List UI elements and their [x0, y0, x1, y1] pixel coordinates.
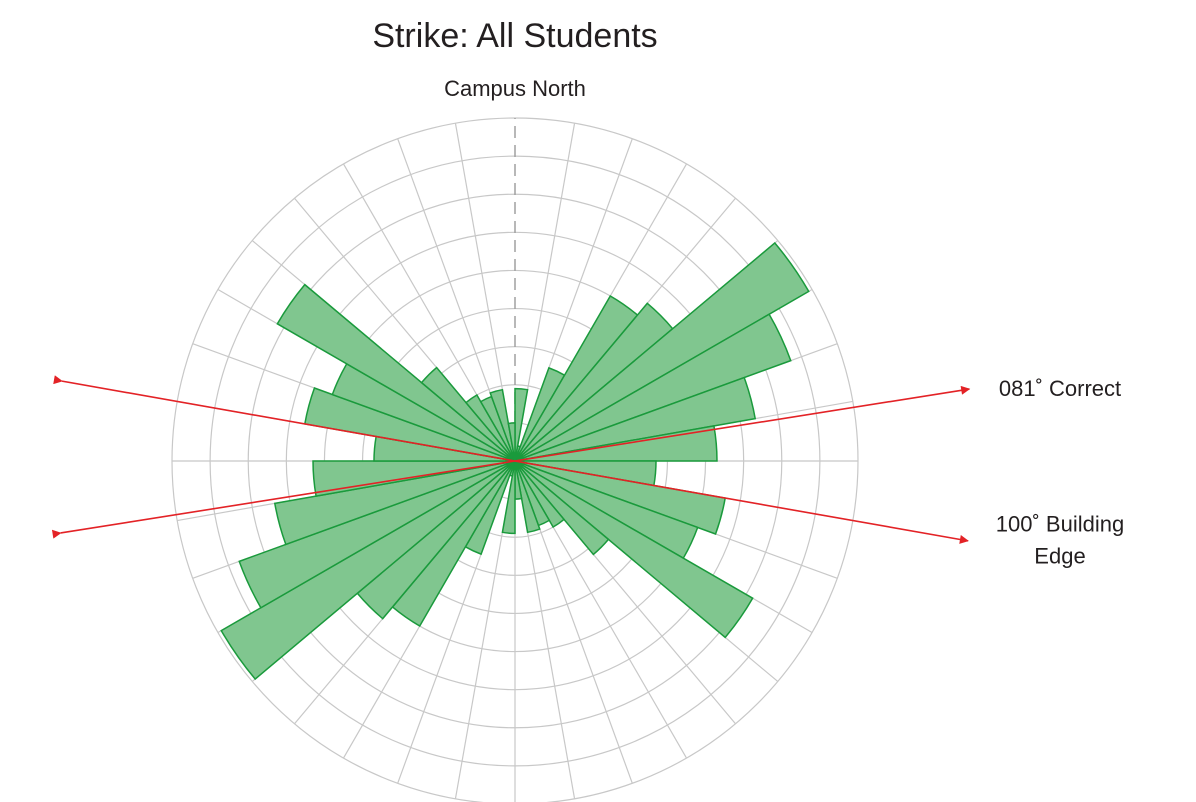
- bearing-label: 081˚ Correct: [999, 376, 1121, 401]
- bearing-label: 100˚ Building: [996, 512, 1124, 537]
- bearing-label: Edge: [1034, 544, 1085, 569]
- bearing-arrow: [53, 375, 969, 544]
- chart-title: Strike: All Students: [372, 17, 657, 55]
- north-label: Campus North: [444, 76, 586, 101]
